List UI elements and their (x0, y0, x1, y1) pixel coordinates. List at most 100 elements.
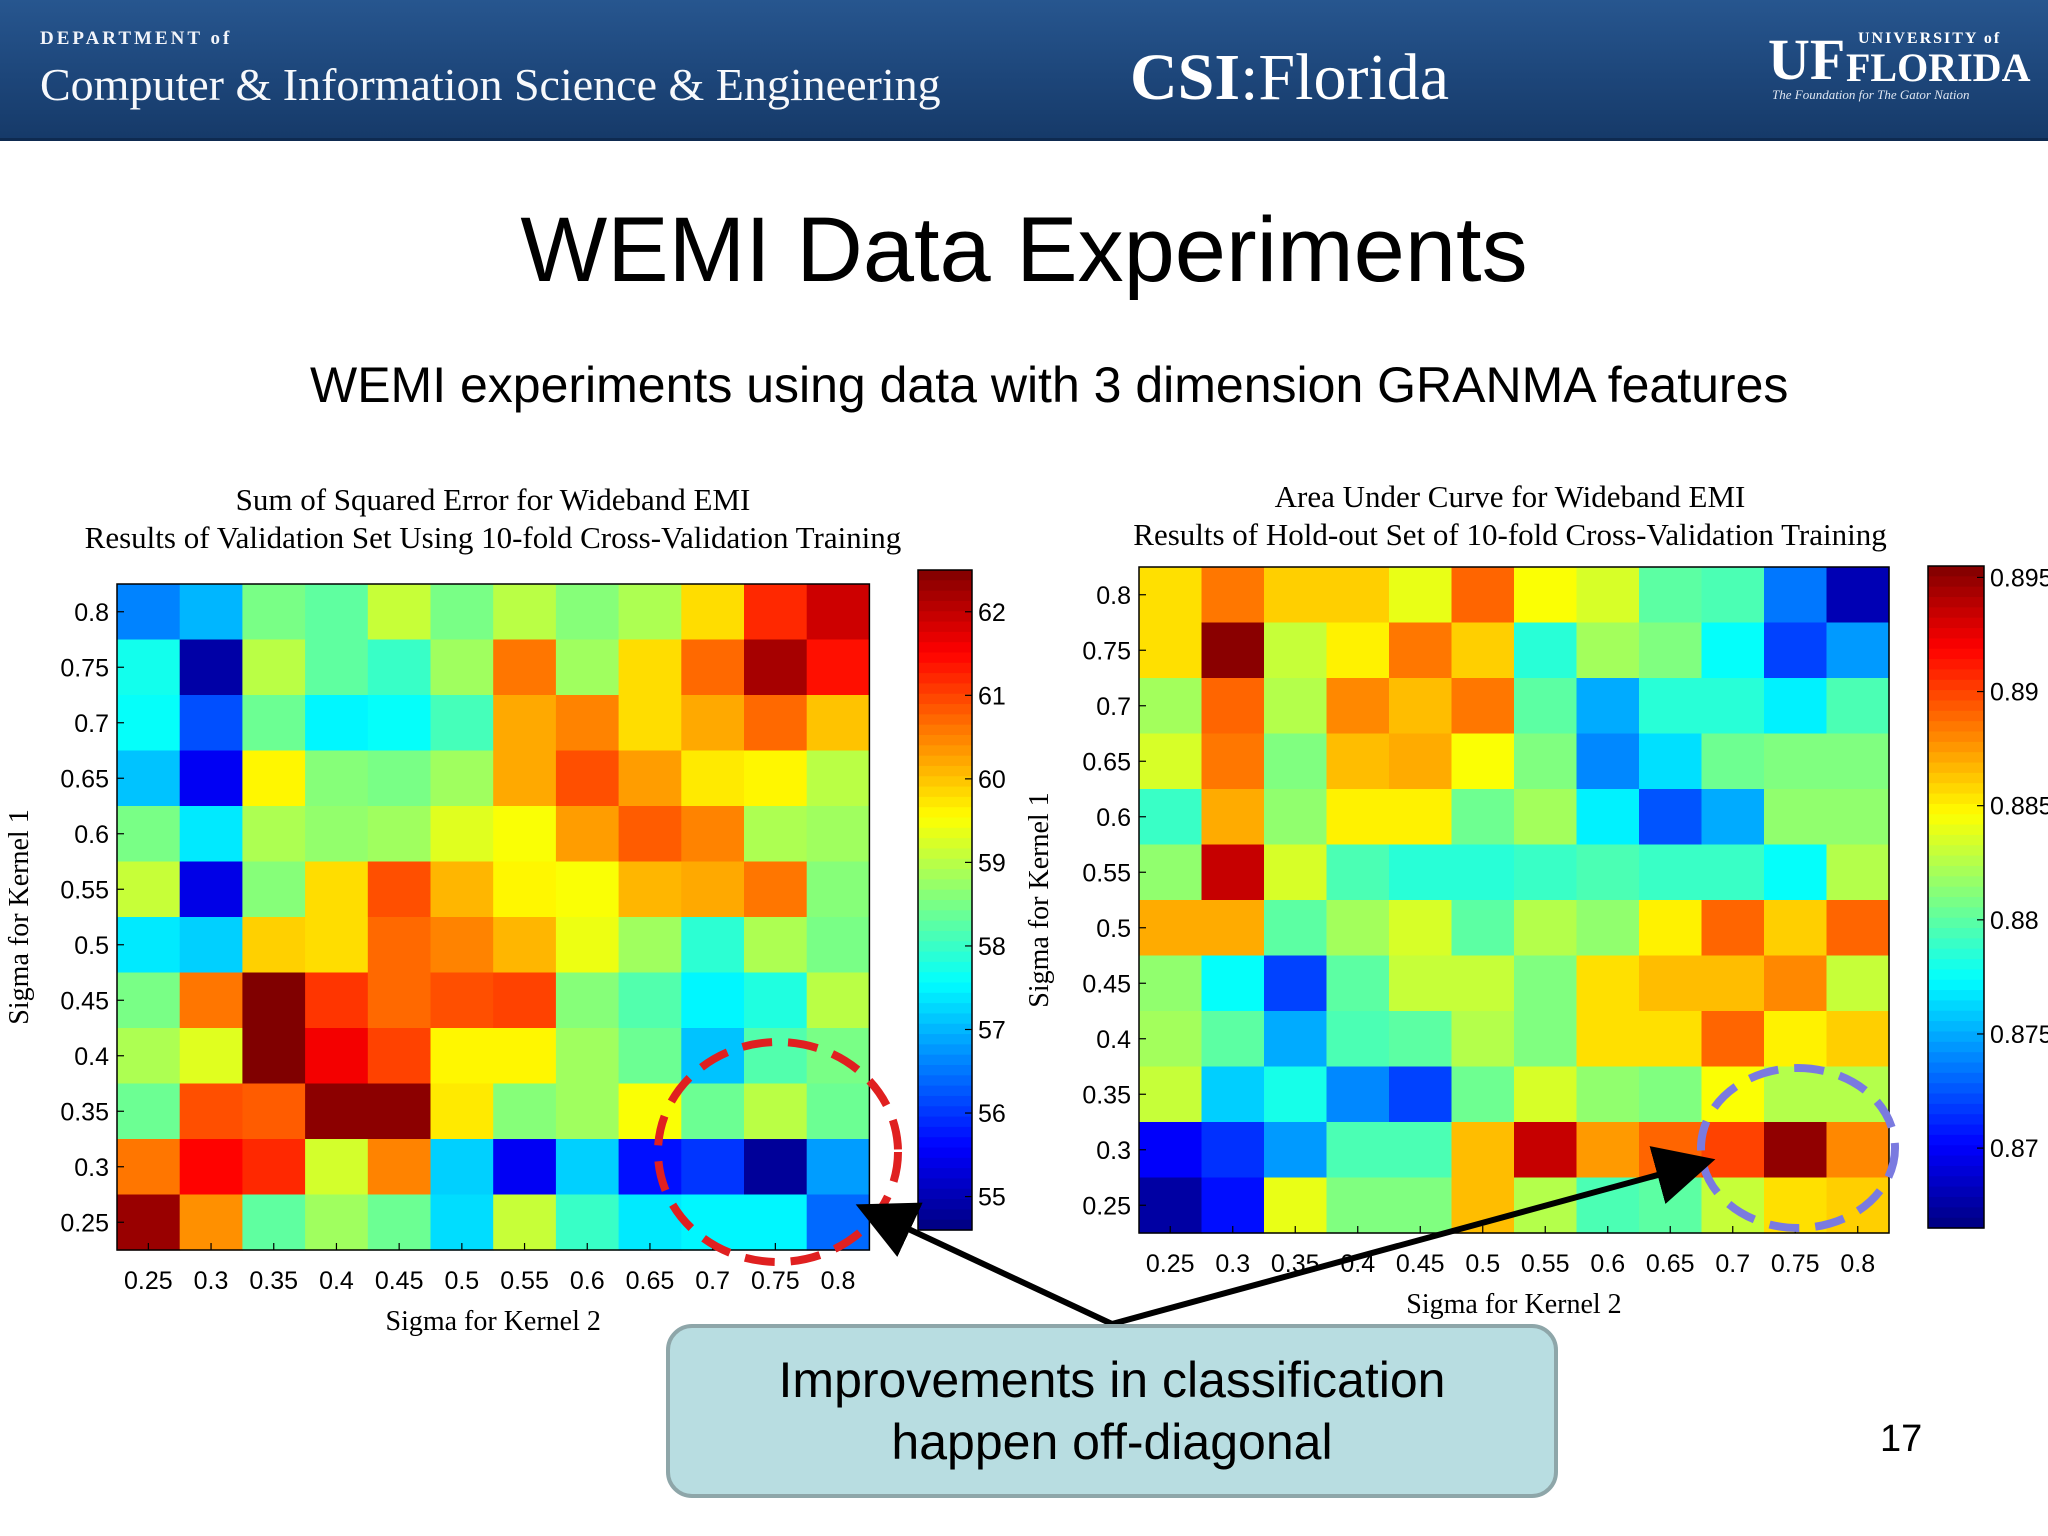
chart2-heatmap-cell (1389, 955, 1453, 1012)
chart2-heatmap-cell (1201, 1122, 1265, 1179)
chart1-heatmap-cell (117, 1083, 181, 1140)
chart1-colorbar-segment (918, 900, 972, 911)
csi-logo-bold: CSI (1130, 41, 1241, 114)
chart1-heatmap-cell (305, 806, 369, 863)
chart1-heatmap-cell (367, 1139, 432, 1196)
chart2-colorbar-segment (1928, 907, 1984, 919)
chart2-heatmap-cell (1701, 900, 1765, 957)
chart1-y-tick-label: 0.6 (74, 821, 109, 849)
chart1-y-axis-label: Sigma for Kernel 1 (4, 809, 35, 1024)
chart1-heatmap-cell (367, 1028, 432, 1085)
chart1-heatmap-cell (430, 750, 494, 807)
chart2-colorbar-segment (1928, 607, 1984, 619)
chart2-heatmap-cell (1201, 900, 1265, 957)
chart2-x-tick-label: 0.5 (1465, 1250, 1500, 1278)
chart1-heatmap-cell (117, 917, 181, 974)
chart1-colorbar-segment (918, 869, 972, 880)
chart2-colorbar-segment (1928, 1000, 1984, 1012)
chart1-x-tick-label: 0.7 (695, 1267, 730, 1295)
chart2-colorbar-segment (1928, 772, 1984, 784)
chart2-x-tick-label: 0.7 (1715, 1250, 1750, 1278)
chart1-heatmap-cell (493, 1194, 557, 1251)
chart1-heatmap-cell (305, 584, 369, 641)
chart2-heatmap-cell (1264, 789, 1328, 846)
chart1-heatmap-cell (744, 1028, 808, 1085)
chart2-heatmap-cell (1389, 1122, 1453, 1179)
chart2-y-tick-label: 0.3 (1096, 1137, 1131, 1165)
chart1-heatmap-cell (555, 1194, 620, 1251)
chart1-colorbar-segment (918, 1095, 972, 1107)
chart1-y-tick-label: 0.45 (60, 987, 109, 1015)
chart2-heatmap-cell (1264, 900, 1328, 957)
chart2-colorbar-segment (1928, 1145, 1984, 1157)
chart1-heatmap-cell (179, 917, 243, 974)
chart2-heatmap-cell (1826, 567, 1890, 624)
chart1-heatmap-cell (618, 1083, 682, 1140)
chart1-heatmap-cell (242, 972, 306, 1029)
chart1-heatmap-cell (618, 1194, 682, 1251)
chart1-heatmap-cell (744, 1194, 808, 1251)
chart2-heatmap-cell (1639, 844, 1703, 901)
chart1-heatmap-cell (493, 639, 557, 696)
chart2-colorbar-segment (1928, 731, 1984, 743)
chart1-heatmap-cell (806, 750, 870, 807)
chart1-x-tick-label: 0.4 (319, 1267, 354, 1295)
chart2-heatmap-cell (1701, 733, 1765, 790)
chart1-x-tick-label: 0.8 (821, 1267, 856, 1295)
chart2-heatmap-cell (1826, 900, 1890, 957)
callout-text: Improvements in classification happen of… (778, 1352, 1446, 1470)
chart2-colorbar-segment (1928, 752, 1984, 764)
chart1-heatmap-cell (681, 806, 745, 863)
chart1-heatmap-cell (806, 861, 870, 918)
chart1-x-tick-label: 0.3 (194, 1267, 229, 1295)
chart2-colorbar-segment (1928, 814, 1984, 826)
chart2-heatmap-cell (1764, 733, 1828, 790)
chart1-y-tick-label: 0.65 (60, 765, 109, 793)
chart1-heatmap-cell (744, 750, 808, 807)
chart1-colorbar-segment (918, 735, 972, 746)
chart1-y-tick-label: 0.5 (74, 932, 109, 960)
chart1-colorbar-segment (918, 580, 972, 592)
chart2-colorbar-segment (1928, 1093, 1984, 1105)
chart1-heatmap-cell (179, 1139, 243, 1196)
chart2-colorbar-segment (1928, 855, 1984, 867)
chart1-heatmap-cell (681, 972, 745, 1029)
chart2-heatmap-cell (1701, 955, 1765, 1012)
chart1-heatmap-cell (179, 861, 243, 918)
chart1-colorbar-segment (918, 1178, 972, 1190)
chart2-colorbar-segment (1928, 990, 1984, 1002)
chart1-heatmap-cell (179, 584, 243, 641)
chart2-y-tick-label: 0.4 (1096, 1026, 1131, 1054)
chart2-heatmap-cell (1639, 1177, 1703, 1234)
chart1-colorbar-segment (918, 642, 972, 654)
chart2-y-axis-label: Sigma for Kernel 1 (1024, 792, 1055, 1007)
chart2-y-tick-label: 0.35 (1082, 1081, 1131, 1109)
chart2-heatmap-cell (1701, 1122, 1765, 1179)
chart1-plot-frame (116, 583, 871, 1251)
chart2-colorbar-segment (1928, 586, 1984, 598)
slide-subtitle: WEMI experiments using data with 3 dimen… (310, 357, 1789, 413)
chart1-heatmap-cell (367, 584, 432, 641)
chart1-colorbar-segment (918, 910, 972, 922)
chart1-heatmap-cell (555, 639, 620, 696)
chart1-heatmap-cell (305, 972, 369, 1029)
chart1-heatmap-cell (555, 1139, 620, 1196)
chart1-colorbar-segment (918, 1219, 972, 1231)
chart1-colorbar-segment (918, 1023, 972, 1035)
chart2-heatmap-cell (1764, 622, 1828, 679)
chart1-heatmap-cell (806, 806, 870, 863)
chart1-colorbar-segment (918, 838, 972, 850)
chart2-heatmap-cell (1639, 900, 1703, 957)
chart2-heatmap-cell (1514, 1011, 1578, 1068)
chart2-colorbar-tick-label: 0.88 (1990, 907, 2039, 935)
chart1-heatmap-cell (618, 1028, 682, 1085)
chart2-colorbar-tick-label: 0.87 (1990, 1135, 2039, 1163)
chart2-heatmap-cell (1326, 622, 1390, 679)
chart2-heatmap-cell (1201, 844, 1265, 901)
chart1-heatmap-cell (117, 639, 181, 696)
chart2-heatmap-cell (1201, 955, 1265, 1012)
chart1-heatmap-cell (179, 1083, 243, 1140)
chart2-heatmap-cell (1326, 1066, 1390, 1123)
chart2-colorbar-segment (1928, 690, 1984, 702)
chart2-heatmap-cell (1139, 1122, 1203, 1179)
